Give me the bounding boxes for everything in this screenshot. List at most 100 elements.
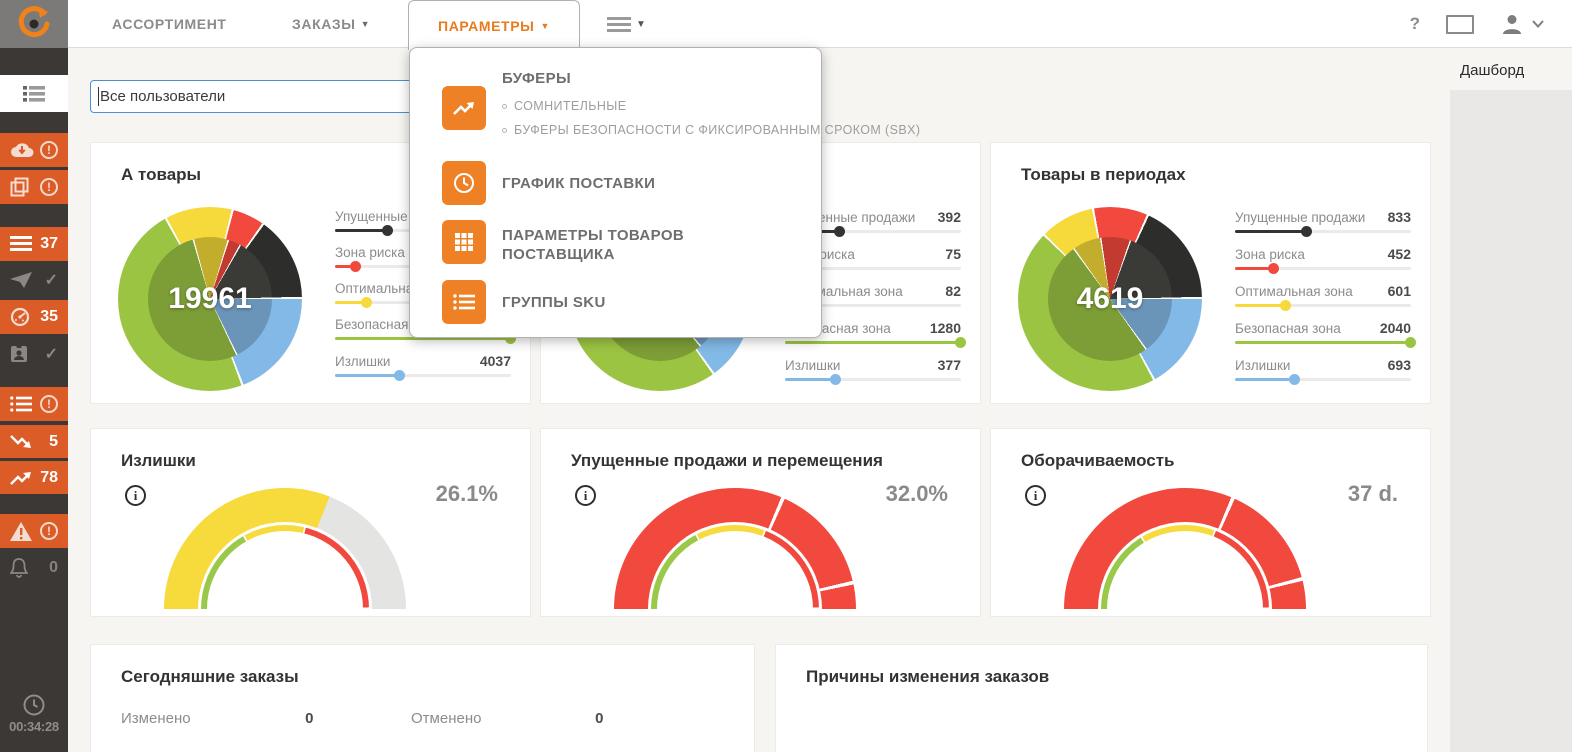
list-icon	[10, 396, 32, 412]
gauge-chart-lost-sales[interactable]	[614, 488, 856, 610]
sidebar-item-copies-alert[interactable]: !	[0, 170, 68, 204]
chevron-down-icon: ▼	[540, 20, 550, 31]
legend-label: Зона риска	[1235, 247, 1305, 262]
orders-cancelled-label: Отменено	[411, 710, 482, 727]
user-menu[interactable]	[1500, 12, 1544, 36]
id-badge-icon	[11, 344, 27, 362]
legend-dot	[381, 225, 393, 236]
trend-down-icon	[10, 434, 31, 448]
legend-dot	[1405, 337, 1416, 348]
donut-chart-a-goods[interactable]: 19961	[118, 207, 302, 391]
legend-label: Безопасная зона	[1235, 321, 1341, 336]
delivery-schedule-menu-icon[interactable]	[442, 161, 486, 205]
sidebar-item-suppliers-ok[interactable]: ✓	[0, 337, 68, 371]
cloud-download-icon	[11, 143, 34, 157]
sidebar: ! ! 37 ✓	[0, 0, 68, 752]
legend-dot	[955, 337, 966, 348]
user-icon	[1503, 15, 1521, 34]
sidebar-item-timer-count[interactable]: 35	[0, 300, 68, 334]
nav-label: ПАРАМЕТРЫ	[438, 17, 535, 34]
clock-icon	[454, 173, 474, 193]
legend-dot	[350, 261, 362, 272]
menu-item-supplier-goods-params[interactable]: ПАРАМЕТРЫ ТОВАРОВ ПОСТАВЩИКА	[502, 226, 684, 264]
chevron-down-icon	[1532, 20, 1544, 28]
buffers-menu-icon[interactable]	[442, 86, 486, 130]
legend-row[interactable]: Оптимальная зона 601	[1235, 283, 1411, 311]
menu-item-buffers[interactable]: БУФЕРЫ	[502, 70, 572, 87]
menu-item-sku-groups[interactable]: ГРУППЫ SKU	[502, 294, 606, 311]
right-collapsed-panel[interactable]	[1450, 90, 1572, 752]
nav-label: ЗАКАЗЫ	[292, 16, 356, 32]
donut-chart-goods-in-periods[interactable]: 4619	[1018, 207, 1202, 391]
legend-dot	[505, 333, 516, 344]
copy-icon	[10, 177, 29, 197]
legend-dot	[1288, 374, 1300, 385]
sidebar-item-notifications[interactable]: 0	[0, 551, 68, 585]
card-surplus-gauge: Излишки i 26.1%	[90, 428, 531, 617]
legend-row[interactable]: Излишки 377	[785, 357, 961, 385]
legend-value: 693	[1387, 357, 1411, 373]
check-icon: ✓	[44, 346, 58, 363]
donut-inner-series	[148, 237, 272, 361]
menu-item-delivery-schedule[interactable]: ГРАФИК ПОСТАВКИ	[502, 175, 656, 192]
supplier-goods-params-menu-icon[interactable]	[442, 220, 486, 264]
session-time: 00:34:28	[9, 719, 59, 734]
legend-row[interactable]: Излишки 693	[1235, 357, 1411, 385]
help-button[interactable]: ?	[1409, 14, 1420, 33]
alert-badge: !	[40, 178, 58, 196]
gauge-chart-turnover[interactable]	[1064, 488, 1306, 610]
legend-row[interactable]: Излишки 4037	[335, 353, 511, 381]
text-cursor	[98, 87, 99, 106]
hamburger-icon	[607, 16, 631, 32]
card-title: Причины изменения заказов	[806, 667, 1050, 686]
legend-value: 601	[1387, 283, 1411, 299]
nav-assortment[interactable]: АССОРТИМЕНТ	[112, 0, 227, 48]
legend-dot	[830, 374, 842, 385]
legend-value: 82	[945, 283, 961, 299]
dashboard-tab-label[interactable]: Дашборд	[1460, 62, 1525, 79]
nav-parameters-active-tab[interactable]: ПАРАМЕТРЫ ▼	[408, 0, 580, 50]
nav-orders[interactable]: ЗАКАЗЫ ▼	[292, 0, 370, 48]
card-title: Излишки	[121, 451, 196, 470]
sidebar-item-list-alert[interactable]: !	[0, 387, 68, 421]
sidebar-item-warnings-alert[interactable]: !	[0, 514, 68, 548]
topbar: АССОРТИМЕНТ ЗАКАЗЫ ▼ ПАРАМЕТРЫ ▼ ▼ ?	[68, 0, 1572, 50]
app-logo[interactable]	[0, 0, 68, 48]
orders-cancelled-value: 0	[595, 710, 604, 727]
info-icon[interactable]: i	[575, 485, 596, 506]
alert-badge: !	[40, 395, 58, 413]
chart-legend: Упущенные продажи 833 Зона риска 452 Оптим…	[1235, 209, 1416, 394]
legend-row[interactable]: Упущенные продажи 833	[1235, 209, 1411, 237]
sidebar-item-assortment-list[interactable]	[0, 75, 68, 112]
gauge-chart-surplus[interactable]	[164, 488, 406, 610]
menu-item-label: БУФЕРЫ БЕЗОПАСНОСТИ С ФИКСИРОВАННЫМ СРОК…	[514, 123, 921, 137]
info-icon[interactable]: i	[1025, 485, 1046, 506]
card-title: А товары	[121, 165, 202, 184]
legend-bar	[1235, 337, 1416, 348]
legend-value: 4037	[479, 353, 511, 369]
warning-triangle-icon	[10, 521, 32, 541]
legend-label: Зона риска	[335, 245, 405, 260]
nav-more-menu[interactable]: ▼	[607, 0, 647, 48]
alert-badge: !	[40, 522, 58, 540]
legend-row[interactable]: Зона риска 452	[1235, 246, 1411, 274]
legend-label: Упущенные продажи	[1235, 210, 1366, 225]
legend-row[interactable]: Безопасная зона 2040	[1235, 320, 1416, 348]
menu-item-safety-buffers-sbx[interactable]: БУФЕРЫ БЕЗОПАСНОСТИ С ФИКСИРОВАННЫМ СРОК…	[502, 123, 920, 137]
menu-item-doubtful[interactable]: СОМНИТЕЛЬНЫЕ	[502, 99, 627, 113]
window-maximize-button[interactable]	[1446, 14, 1474, 34]
sidebar-item-orders-count[interactable]: 37	[0, 227, 68, 261]
info-icon[interactable]: i	[125, 485, 146, 506]
sidebar-item-trend-down-count[interactable]: 5	[0, 425, 68, 458]
card-lost-sales-gauge: Упущенные продажи и перемещения i 32.0%	[540, 428, 981, 617]
sku-groups-menu-icon[interactable]	[442, 280, 486, 324]
legend-label: Оптимальная зона	[1235, 284, 1353, 299]
sidebar-item-sent-ok[interactable]: ✓	[0, 263, 68, 297]
sidebar-item-import-alert[interactable]: !	[0, 133, 68, 167]
trend-up-icon	[453, 102, 474, 115]
card-turnover-gauge: Оборачиваемость i 37 d.	[990, 428, 1431, 617]
legend-value: 452	[1387, 246, 1411, 262]
parameters-dropdown-menu: БУФЕРЫ СОМНИТЕЛЬНЫЕ БУФЕРЫ БЕЗОПАСНОСТИ …	[409, 47, 920, 338]
sidebar-item-trend-up-count[interactable]: 78	[0, 461, 68, 494]
legend-bar	[785, 374, 961, 385]
